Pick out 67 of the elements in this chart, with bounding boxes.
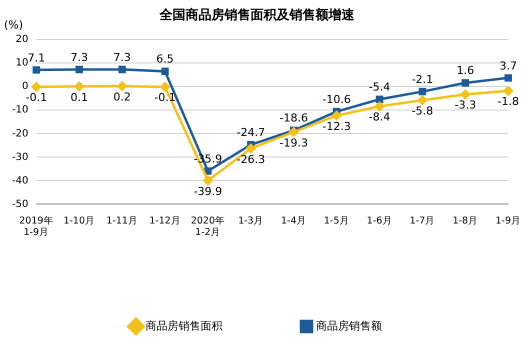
y-tick-label: -20 (12, 128, 28, 140)
point (504, 74, 512, 82)
data-label: 7.3 (113, 50, 131, 64)
point (76, 66, 83, 74)
data-label: -12.3 (322, 120, 351, 133)
data-label: 3.7 (499, 59, 517, 72)
point (117, 81, 127, 91)
x-tick-label: 1-10月 (63, 215, 96, 226)
y-tick-label: -40 (12, 175, 28, 186)
x-tick-label: 1-4月 (280, 215, 307, 226)
data-label: -10.6 (322, 92, 351, 106)
data-label: -19.3 (280, 136, 308, 150)
x-tick-label: 1-3月 (238, 215, 264, 226)
chart-title: 全国商品房销售面积及销售额增速 (158, 7, 356, 24)
y-tick-label: -30 (12, 152, 28, 163)
point (418, 88, 426, 96)
y-tick-label: -50 (12, 198, 28, 210)
data-label: -18.6 (280, 112, 308, 125)
point (161, 68, 169, 76)
point (160, 82, 170, 92)
point (376, 96, 384, 104)
data-label: -24.7 (236, 126, 266, 140)
point (462, 79, 470, 87)
x-tick-label: 1-5月 (324, 215, 350, 226)
x-tick-label: 2019年 1-9月 (19, 214, 54, 238)
point (118, 66, 126, 74)
data-label: -8.4 (368, 110, 390, 124)
y-axis-title: (%) (4, 18, 24, 32)
legend-label: 商品房销售面积 (146, 319, 222, 332)
x-tick-label: 1-11月 (106, 215, 138, 226)
data-label: 0.2 (113, 90, 131, 104)
data-label: -2.1 (412, 72, 434, 86)
x-tick-label: 1-6月 (366, 215, 392, 226)
point (203, 176, 213, 186)
y-tick-label: 10 (16, 58, 28, 69)
data-label: 7.1 (28, 51, 46, 64)
y-tick-label: -10 (12, 104, 28, 116)
data-label: -5.8 (412, 104, 434, 118)
data-label: 7.3 (70, 50, 88, 64)
data-label: -0.1 (26, 91, 48, 104)
point (460, 90, 470, 100)
point (418, 96, 428, 106)
point (204, 167, 212, 175)
y-tick-label: 0 (22, 81, 28, 92)
data-label: 1.6 (456, 64, 474, 78)
data-label: -26.3 (236, 152, 266, 166)
data-label: 6.5 (156, 52, 174, 66)
data-label: -1.8 (498, 95, 519, 108)
data-label: 0.1 (70, 90, 88, 104)
point (32, 82, 42, 92)
data-label: -5.4 (368, 80, 390, 94)
x-tick-label: 1-9月 (495, 215, 522, 226)
point (32, 66, 40, 74)
point (374, 102, 384, 112)
data-label: -39.9 (194, 184, 222, 198)
x-tick-label: 1-12月 (149, 215, 181, 226)
point (246, 144, 256, 154)
legend-label: 商品房销售额 (316, 319, 382, 332)
point (332, 110, 342, 120)
data-label: -3.3 (454, 98, 476, 112)
x-tick-label: 1-7月 (410, 215, 436, 226)
x-tick-label: 2020年 1-2月 (190, 214, 226, 238)
y-tick-label: 20 (16, 34, 28, 46)
point (74, 82, 84, 92)
x-tick-label: 1-8月 (452, 215, 478, 226)
point (503, 86, 513, 96)
point (288, 127, 298, 137)
